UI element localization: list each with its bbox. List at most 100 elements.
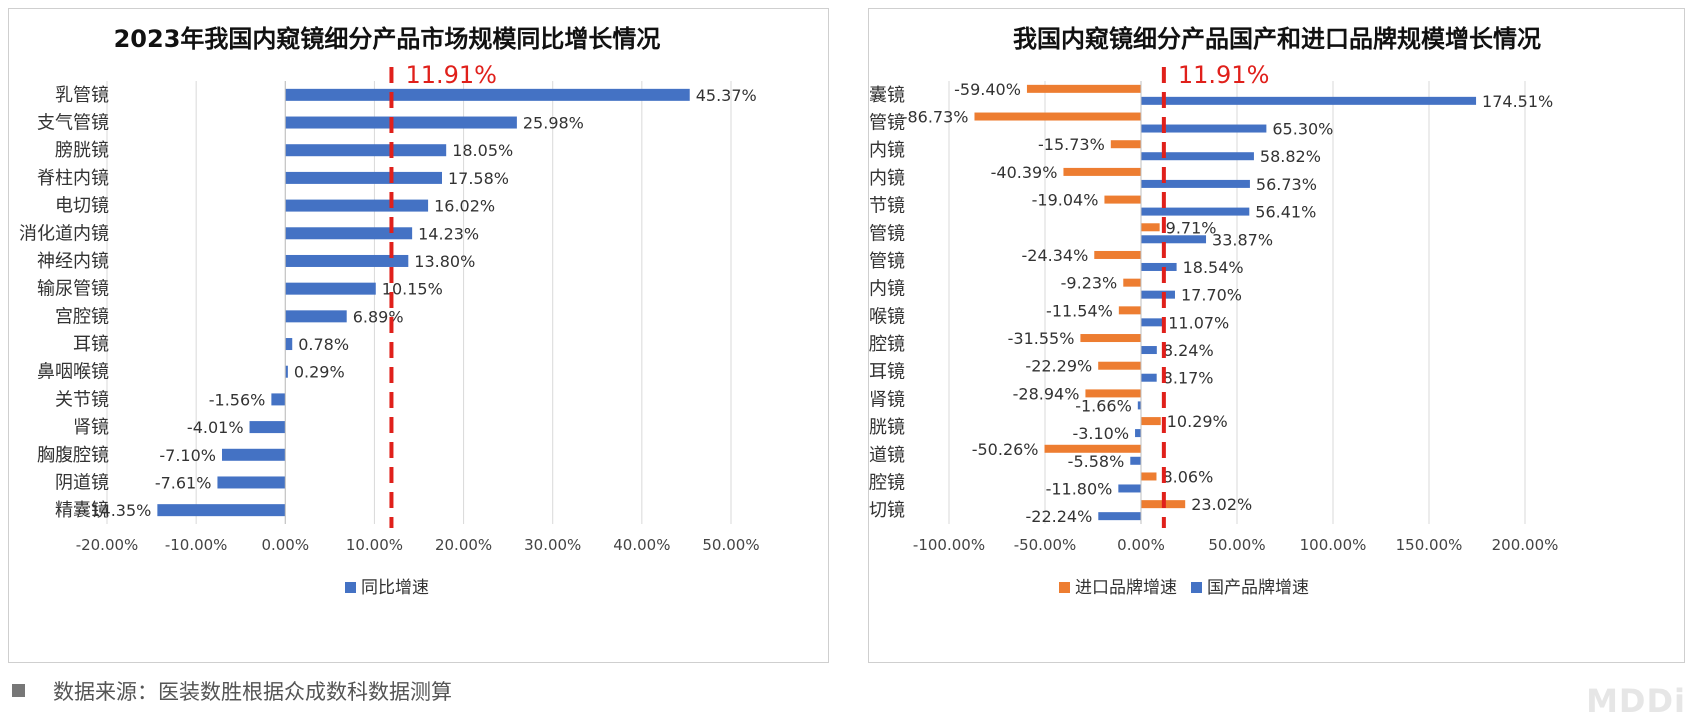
bar-a: [285, 282, 376, 295]
data-label: -22.29%: [1025, 357, 1092, 376]
x-tick-label: 200.00%: [1492, 536, 1559, 554]
bar-b: [1135, 429, 1141, 438]
bar-b: [1118, 484, 1141, 493]
bar-a: [1118, 306, 1141, 315]
source-note: 数据来源：医装数胜根据众成数科数据测算: [12, 676, 452, 706]
data-label: 23.02%: [1191, 495, 1252, 514]
data-label: 9.71%: [1166, 218, 1217, 237]
data-label: 18.05%: [452, 141, 513, 160]
data-label: -4.01%: [187, 418, 244, 437]
x-tick-label: -50.00%: [1014, 536, 1077, 554]
x-tick-label: 150.00%: [1396, 536, 1463, 554]
x-tick-label: -10.00%: [165, 536, 228, 554]
category-label: 关节镜: [55, 389, 109, 410]
bar-a: [217, 476, 286, 489]
data-label: 10.15%: [382, 280, 443, 299]
bar-b: [1141, 262, 1177, 271]
bar-a: [1044, 444, 1141, 453]
legend-label: 进口品牌增速: [1075, 578, 1177, 598]
data-label: -50.26%: [972, 440, 1039, 459]
bar-b: [1141, 373, 1157, 382]
bar-b: [1141, 290, 1175, 299]
data-label: -5.58%: [1068, 452, 1125, 471]
bar-a: [1085, 389, 1141, 398]
data-label: 17.58%: [448, 169, 509, 188]
x-tick-label: 0.00%: [261, 536, 309, 554]
logo-watermark: MDDi: [1586, 682, 1686, 720]
category-label: 电切镜: [55, 196, 109, 217]
bar-b: [1141, 207, 1250, 216]
chart-right-svg: 我国内窥镜细分产品国产和进口品牌规模增长情况 -100.00% -50.00% 0.0…: [869, 25, 1559, 598]
legend-swatch: [1191, 582, 1202, 593]
bar-a: [285, 88, 690, 101]
bar-b: [1141, 235, 1207, 244]
bar-a: [221, 448, 286, 461]
bar-a: [1141, 223, 1160, 232]
data-label: 33.87%: [1212, 230, 1273, 249]
category-label: 神经内镜: [37, 251, 109, 272]
category-label: 脊柱内镜: [869, 168, 905, 189]
data-label: -24.34%: [1021, 246, 1088, 265]
data-label: 8.06%: [1162, 467, 1213, 486]
data-label: -59.40%: [954, 80, 1021, 99]
data-label: -31.55%: [1008, 329, 1075, 348]
legend-label: 国产品牌增速: [1207, 578, 1309, 598]
bar-a: [249, 421, 286, 434]
category-label: 膀胱镜: [55, 140, 109, 161]
category-label: 消化道内镜: [869, 279, 905, 300]
category-label: 消化道内镜: [19, 223, 109, 244]
data-label: -1.66%: [1075, 396, 1132, 415]
data-label: 6.89%: [353, 307, 404, 326]
category-label: 肾镜: [73, 417, 109, 438]
category-label: 乳管镜: [869, 113, 905, 134]
source-note-text: 数据来源：医装数胜根据众成数科数据测算: [53, 680, 452, 704]
x-tick-label: -100.00%: [913, 536, 985, 554]
bar-a: [1098, 361, 1141, 370]
category-label: 输尿管镜: [869, 251, 905, 272]
chart-panel-right: 我国内窥镜细分产品国产和进口品牌规模增长情况 -100.00% -50.00% 0.0…: [868, 8, 1685, 663]
bar-a: [1094, 250, 1141, 259]
category-label: 胸腹腔镜: [37, 445, 109, 466]
chart-title: 2023年我国内窥镜细分产品市场规模同比增长情况: [114, 25, 661, 53]
data-label: 14.35%: [90, 501, 151, 520]
category-label: 胸腹腔镜: [869, 334, 905, 355]
bar-a: [285, 365, 288, 378]
data-label: -9.23%: [1061, 274, 1118, 293]
chart-panel-left: 2023年我国内窥镜细分产品市场规模同比增长情况 -20.00% -10.00% 0.…: [8, 8, 829, 663]
category-label: 输尿管镜: [37, 279, 109, 300]
bar-a: [1026, 84, 1141, 93]
data-label: -3.10%: [1072, 424, 1129, 443]
reference-line-label: 11.91%: [1178, 61, 1270, 89]
x-tick-label: 30.00%: [524, 536, 581, 554]
data-label: 65.30%: [1272, 120, 1333, 139]
category-label: 精囊镜: [55, 500, 109, 521]
logo-text: MDDi: [1586, 682, 1686, 720]
data-label: 8.17%: [1163, 369, 1214, 388]
category-label: 耳镜: [73, 334, 109, 355]
data-label: -22.24%: [1026, 507, 1093, 526]
bar-a: [285, 199, 429, 212]
chart-left-svg: 2023年我国内窥镜细分产品市场规模同比增长情况 -20.00% -10.00% 0.…: [19, 25, 760, 598]
bar-a: [285, 171, 442, 184]
bar-a: [271, 393, 286, 406]
category-label: 电切镜: [869, 500, 905, 521]
bar-a: [285, 144, 447, 157]
category-label: 鼻咽喉镜: [37, 362, 109, 383]
data-label: 14.23%: [418, 224, 479, 243]
data-label: 58.82%: [1260, 147, 1321, 166]
data-label: 17.70%: [1181, 286, 1242, 305]
bar-a: [1063, 167, 1141, 176]
data-label: 11.07%: [1168, 313, 1229, 332]
data-label: 174.51%: [1482, 92, 1553, 111]
bar-b: [1098, 512, 1141, 521]
data-label: -7.10%: [159, 446, 216, 465]
category-label: 膀胱镜: [869, 417, 905, 438]
data-label: 0.29%: [294, 363, 345, 382]
reference-line-label: 11.91%: [405, 61, 497, 89]
bar-a: [285, 310, 347, 323]
legend-label: 同比增速: [361, 578, 429, 598]
data-label: -1.56%: [209, 390, 266, 409]
data-label: 18.54%: [1183, 258, 1244, 277]
bar-a: [157, 504, 286, 517]
x-tick-label: 20.00%: [435, 536, 492, 554]
